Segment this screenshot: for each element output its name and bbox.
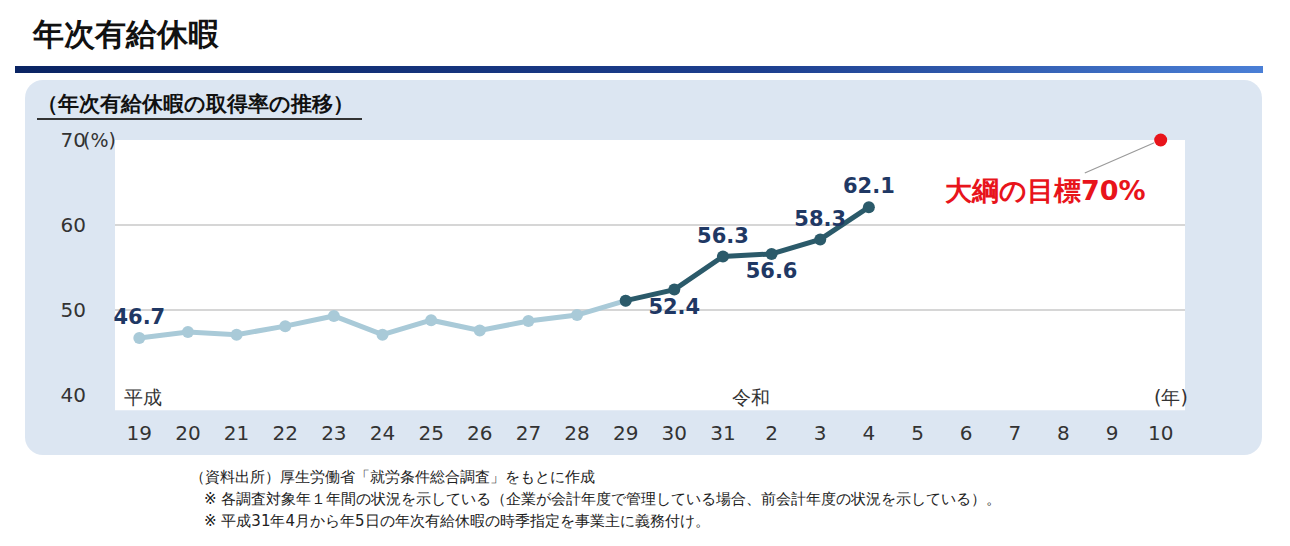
- svg-text:19: 19: [127, 421, 152, 445]
- svg-text:3: 3: [814, 421, 827, 445]
- svg-text:6: 6: [960, 421, 973, 445]
- svg-text:58.3: 58.3: [794, 207, 846, 231]
- svg-text:9: 9: [1106, 421, 1119, 445]
- svg-text:70: 70: [61, 128, 86, 152]
- svg-text:10: 10: [1148, 421, 1173, 445]
- svg-text:40: 40: [61, 383, 86, 407]
- svg-text:4: 4: [862, 421, 875, 445]
- svg-text:60: 60: [61, 213, 86, 237]
- svg-text:大綱の目標70%: 大綱の目標70%: [945, 175, 1146, 206]
- svg-text:24: 24: [370, 421, 395, 445]
- svg-text:27: 27: [516, 421, 541, 445]
- svg-text:62.1: 62.1: [843, 174, 895, 198]
- html-text:年次有給休暇: 年次有給休暇: [33, 16, 219, 52]
- svg-text:30: 30: [662, 421, 687, 445]
- svg-text:20: 20: [175, 421, 200, 445]
- svg-text:23: 23: [321, 421, 346, 445]
- html-text:※ 各調査対象年１年間の状況を示している（企業が会計年度で管: ※ 各調査対象年１年間の状況を示している（企業が会計年度で管理している場合、前会…: [204, 490, 1002, 508]
- svg-text:31: 31: [710, 421, 735, 445]
- html-text:※ 平成31年4月から年5日の年次有給休暇の時季指定を事業主: ※ 平成31年4月から年5日の年次有給休暇の時季指定を事業主に義務付け。: [204, 512, 710, 530]
- svg-text:29: 29: [613, 421, 638, 445]
- svg-text:50: 50: [61, 298, 86, 322]
- svg-text:(%): (%): [83, 129, 116, 151]
- svg-text:7: 7: [1008, 421, 1021, 445]
- svg-text:28: 28: [564, 421, 589, 445]
- svg-text:52.4: 52.4: [648, 295, 700, 319]
- svg-text:平成: 平成: [124, 386, 162, 408]
- html-text:（年次有給休暇の取得率の推移）: （年次有給休暇の取得率の推移）: [37, 92, 354, 116]
- svg-text:2: 2: [765, 421, 778, 445]
- svg-text:令和: 令和: [732, 386, 770, 408]
- svg-text:(年): (年): [1154, 386, 1188, 408]
- svg-text:25: 25: [418, 421, 443, 445]
- html-text:（資料出所）厚生労働省「就労条件総合調査」をもとに作成: （資料出所）厚生労働省「就労条件総合調査」をもとに作成: [190, 468, 595, 486]
- svg-text:46.7: 46.7: [113, 305, 165, 329]
- svg-text:56.6: 56.6: [746, 259, 798, 283]
- svg-text:21: 21: [224, 421, 249, 445]
- svg-text:22: 22: [273, 421, 298, 445]
- svg-text:56.3: 56.3: [697, 224, 749, 248]
- svg-text:26: 26: [467, 421, 492, 445]
- svg-text:8: 8: [1057, 421, 1070, 445]
- svg-text:5: 5: [911, 421, 924, 445]
